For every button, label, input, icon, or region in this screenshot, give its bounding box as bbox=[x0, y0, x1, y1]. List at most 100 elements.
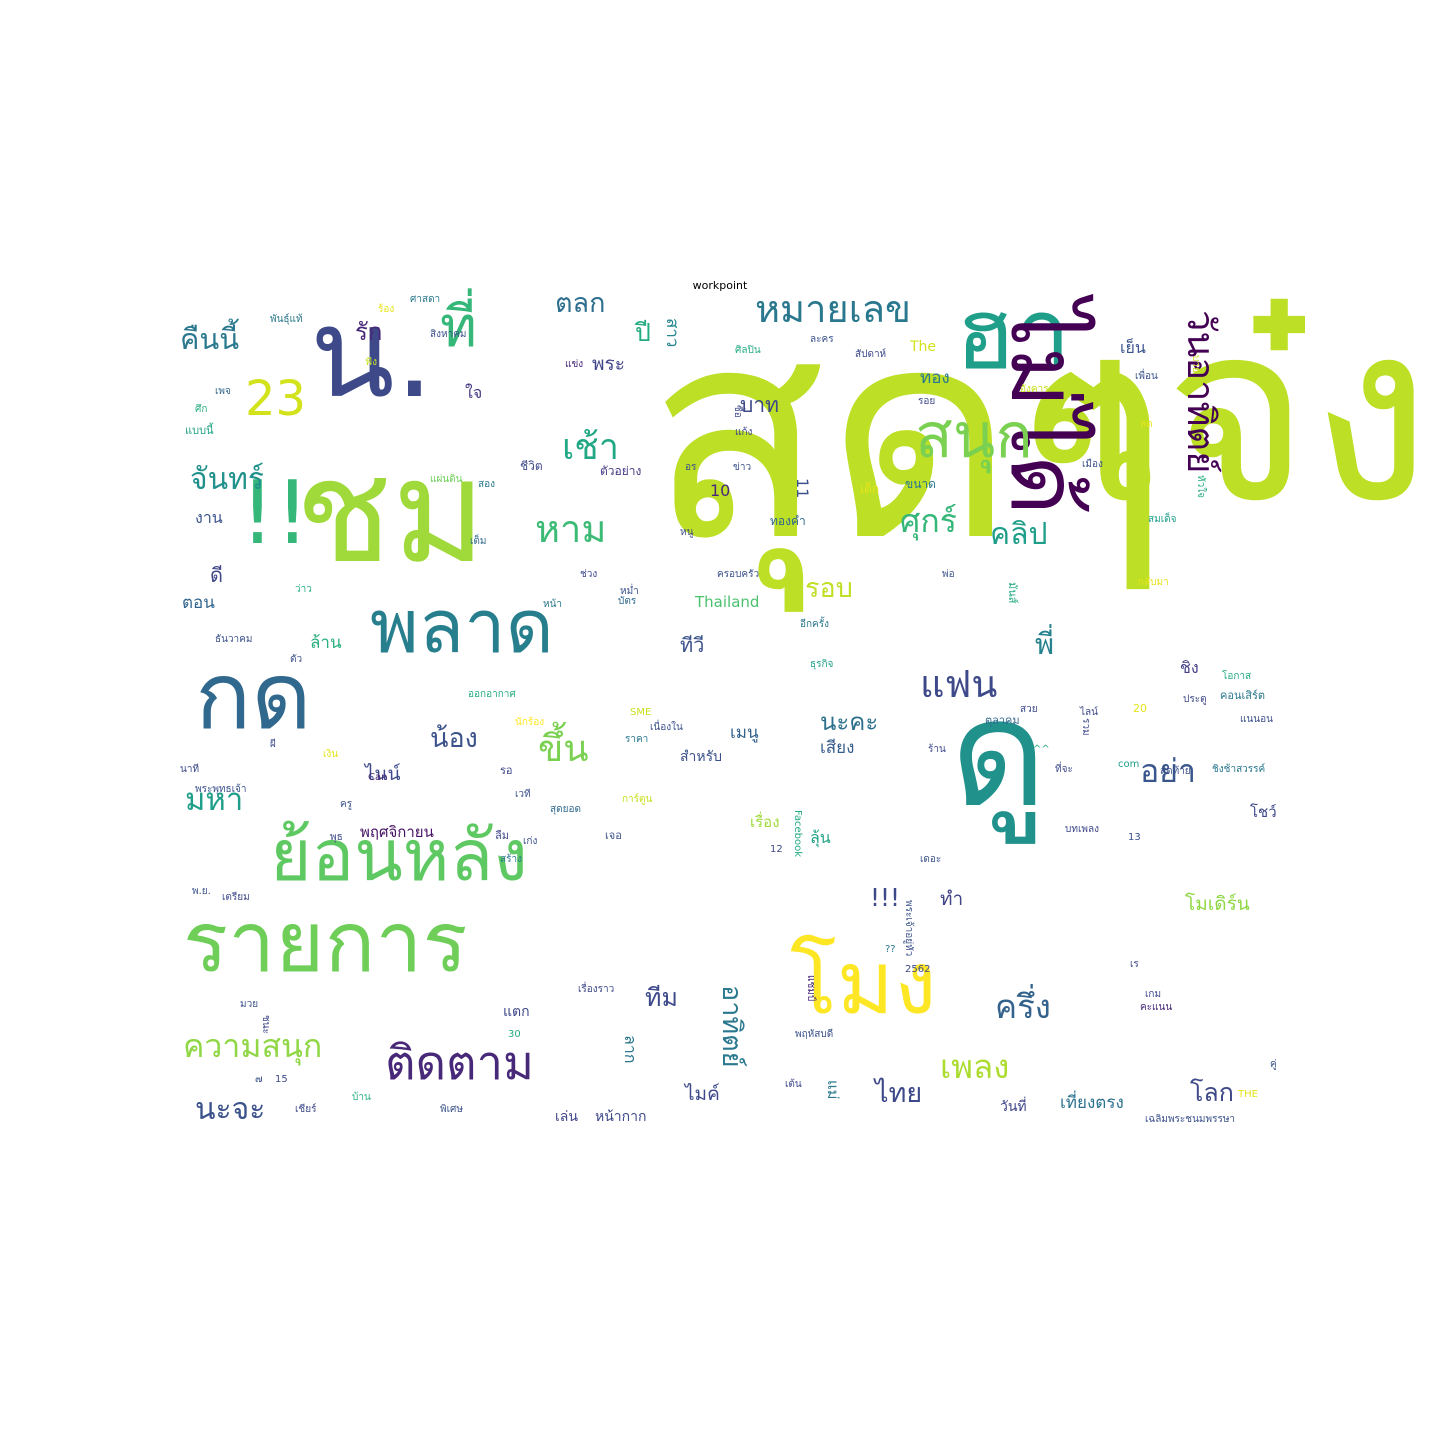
cloud-word: พระ bbox=[592, 353, 625, 375]
cloud-word: ติดตาม bbox=[385, 1036, 534, 1091]
cloud-word: เที่ยงตรง bbox=[1060, 1093, 1124, 1113]
cloud-word: สุดๆ bbox=[648, 266, 1171, 605]
cloud-word: 10 bbox=[710, 481, 731, 500]
cloud-word: หมายเลข bbox=[755, 287, 911, 331]
cloud-word: ^^ bbox=[1033, 744, 1050, 755]
cloud-word: สมเด็จ bbox=[1148, 514, 1177, 525]
cloud-word: ตัว bbox=[290, 654, 303, 665]
cloud-word: สุดยอด bbox=[550, 804, 581, 815]
cloud-word: หน้า bbox=[543, 599, 563, 610]
cloud-word: Can bbox=[368, 772, 388, 783]
cloud-word: ทีม bbox=[645, 983, 678, 1012]
cloud-word: นาที bbox=[180, 764, 200, 775]
cloud-word: 20 bbox=[1133, 702, 1147, 715]
cloud-word: อย่า bbox=[1140, 752, 1196, 790]
cloud-word: เพจ bbox=[215, 386, 231, 397]
cloud-word: คู่ bbox=[1270, 1059, 1277, 1070]
cloud-word: เรื่องราว bbox=[578, 984, 615, 995]
cloud-word: ทองคำ bbox=[770, 514, 806, 528]
cloud-word: คะแนน bbox=[1140, 1002, 1173, 1013]
cloud-word: แนนอน bbox=[1240, 714, 1273, 725]
cloud-word: การ์ตูน bbox=[622, 794, 653, 805]
cloud-word: เร bbox=[1130, 959, 1139, 970]
cloud-word: เกม bbox=[1145, 989, 1162, 1000]
cloud-word: 13 bbox=[1128, 832, 1141, 843]
cloud-word: เต้น bbox=[785, 1079, 802, 1090]
cloud-word: ฮา bbox=[955, 277, 1072, 392]
cloud-word: เย็น bbox=[1120, 338, 1146, 357]
cloud-word: เวที bbox=[515, 789, 531, 800]
cloud-word: พุธ bbox=[330, 832, 343, 843]
cloud-word: ว่าว bbox=[295, 584, 312, 595]
cloud-word: ตอน bbox=[182, 593, 215, 613]
cloud-word: ครอบครัว bbox=[717, 569, 760, 580]
cloud-word: โอกาส bbox=[1222, 671, 1252, 682]
cloud-word: สำหรับ bbox=[680, 749, 723, 765]
cloud-word: ซื้อ bbox=[732, 405, 743, 418]
cloud-word: หัวใจ bbox=[1195, 475, 1206, 498]
cloud-word: ที่ bbox=[440, 295, 477, 360]
cloud-word: ครู bbox=[340, 799, 353, 810]
cloud-word: ตุลาคม bbox=[985, 714, 1020, 727]
cloud-word: งาน bbox=[195, 508, 223, 527]
cloud-word: แชมป์ bbox=[805, 975, 816, 1002]
cloud-word: มันส์ bbox=[1006, 582, 1019, 604]
cloud-word: เรื่อง bbox=[750, 813, 780, 831]
cloud-word: ปี bbox=[635, 318, 651, 347]
cloud-word: แผ่นดิน bbox=[430, 474, 463, 485]
cloud-word: Facebook bbox=[792, 810, 803, 857]
cloud-word: สาว bbox=[662, 318, 682, 348]
chart-title: workpoint bbox=[692, 279, 748, 292]
cloud-word: ไมค์ bbox=[685, 1083, 720, 1105]
cloud-word: ฟัง bbox=[365, 357, 377, 368]
cloud-word: แบบนี้ bbox=[185, 424, 214, 437]
cloud-word: เพื่อน bbox=[1135, 371, 1158, 382]
cloud-word: ตลก bbox=[555, 288, 606, 319]
cloud-word: สวย bbox=[1020, 704, 1038, 715]
cloud-word: หนู bbox=[680, 527, 694, 538]
cloud-word: พี่ bbox=[1035, 627, 1055, 661]
cloud-word: หม่ำ bbox=[620, 586, 639, 597]
cloud-word: นักร้อง bbox=[515, 717, 545, 728]
cloud-word: ชีวิต bbox=[520, 459, 543, 473]
cloud-word: ชม bbox=[295, 428, 487, 595]
cloud-word: พลาด bbox=[370, 584, 554, 670]
cloud-word: พระเจ้าอยู่หัว bbox=[903, 900, 914, 957]
cloud-word: 2562 bbox=[905, 964, 931, 975]
cloud-word: น. bbox=[310, 282, 435, 426]
cloud-word: นะจะ bbox=[195, 1092, 266, 1127]
cloud-word: วันที่ bbox=[1000, 1099, 1027, 1115]
cloud-word: ล้าน bbox=[310, 633, 342, 653]
cloud-word: เด็ก bbox=[860, 482, 880, 496]
cloud-word: com bbox=[1118, 759, 1140, 770]
cloud-word: กลับมา bbox=[1138, 577, 1169, 588]
cloud-word: เนื่องใน bbox=[650, 722, 683, 733]
cloud-word: ความสนุก bbox=[183, 1027, 323, 1065]
cloud-word: รอย bbox=[918, 396, 936, 407]
cloud-word: สิงหาคม bbox=[430, 329, 467, 340]
cloud-word: โมง bbox=[790, 932, 937, 1034]
cloud-word: ทีวี bbox=[680, 633, 705, 657]
cloud-word: พ.ย. bbox=[192, 886, 211, 897]
cloud-word: บาย bbox=[1190, 355, 1201, 373]
cloud-word: ทำ bbox=[940, 888, 964, 910]
cloud-word: หน้ากาก bbox=[595, 1109, 647, 1125]
cloud-word: ขนาด bbox=[905, 477, 936, 491]
cloud-word: บ้าน bbox=[352, 1092, 371, 1103]
cloud-word: ๗ bbox=[255, 1074, 263, 1085]
cloud-word: ร้าน bbox=[928, 744, 946, 755]
cloud-word: พิเศษ bbox=[440, 1104, 463, 1115]
cloud-word: แข่ง bbox=[565, 359, 584, 370]
cloud-word: บาท bbox=[740, 393, 779, 417]
cloud-word: ขึ้น bbox=[538, 727, 589, 770]
cloud-word: SME bbox=[630, 707, 652, 718]
cloud-word: 12 bbox=[770, 844, 783, 855]
cloud-word: ช่วง bbox=[580, 569, 598, 580]
cloud-word: ร้อง bbox=[378, 304, 395, 315]
cloud-word: เจอ bbox=[605, 829, 622, 842]
cloud-word: ชิง bbox=[1180, 658, 1199, 677]
cloud-word: เล่น bbox=[555, 1109, 578, 1125]
cloud-word: โชว์ bbox=[1250, 803, 1277, 821]
cloud-word: อังคาร bbox=[1020, 384, 1049, 395]
cloud-word: เดอะ bbox=[920, 854, 942, 865]
